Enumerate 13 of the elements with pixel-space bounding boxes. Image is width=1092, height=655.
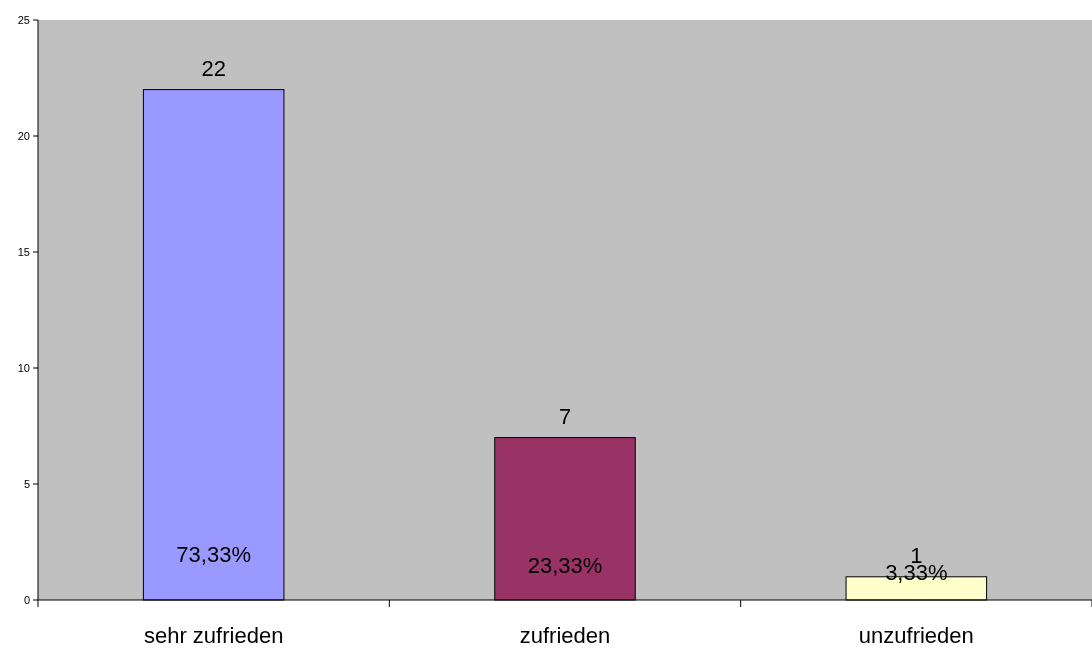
- annotation: 73,33%: [176, 541, 251, 567]
- y-tick-label: 0: [23, 594, 30, 606]
- y-tick-label: 5: [23, 478, 30, 490]
- data-label: 7: [558, 403, 572, 429]
- y-tick-label: 20: [17, 130, 30, 142]
- annotation: 23,33%: [527, 553, 603, 579]
- x-tick-label: sehr zufrieden: [143, 623, 284, 648]
- data-label: 22: [201, 55, 226, 81]
- x-tick-label: zufrieden: [519, 623, 611, 648]
- y-tick-label: 25: [17, 14, 30, 26]
- x-tick-label: unzufrieden: [858, 623, 974, 648]
- y-tick-label: 10: [17, 362, 30, 374]
- y-tick-label: 15: [17, 246, 30, 258]
